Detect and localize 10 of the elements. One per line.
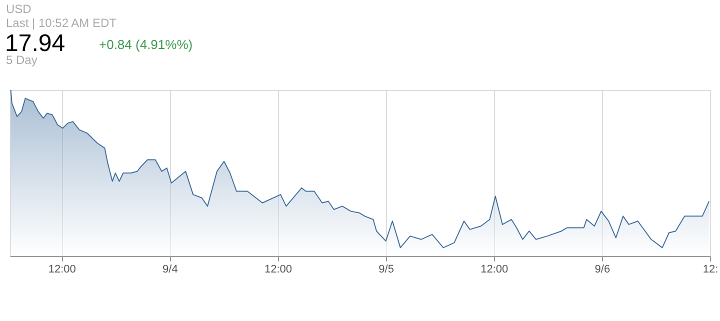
x-tick-label: 9/6 [594,264,610,276]
x-tick-label: 12:00 [480,264,508,276]
x-tick-label: 9/5 [378,264,394,276]
chart-title: USD [6,2,32,16]
chart-subtitle: Last | 10:52 AM EDT [6,16,118,30]
x-tick-label: 9/4 [162,264,178,276]
x-tick-label: 12:00 [264,264,292,276]
text: +0.84 (4.91%%) [99,37,193,52]
x-tick-label: 12:00 [48,264,76,276]
x-tick-label: 12: [702,264,718,276]
